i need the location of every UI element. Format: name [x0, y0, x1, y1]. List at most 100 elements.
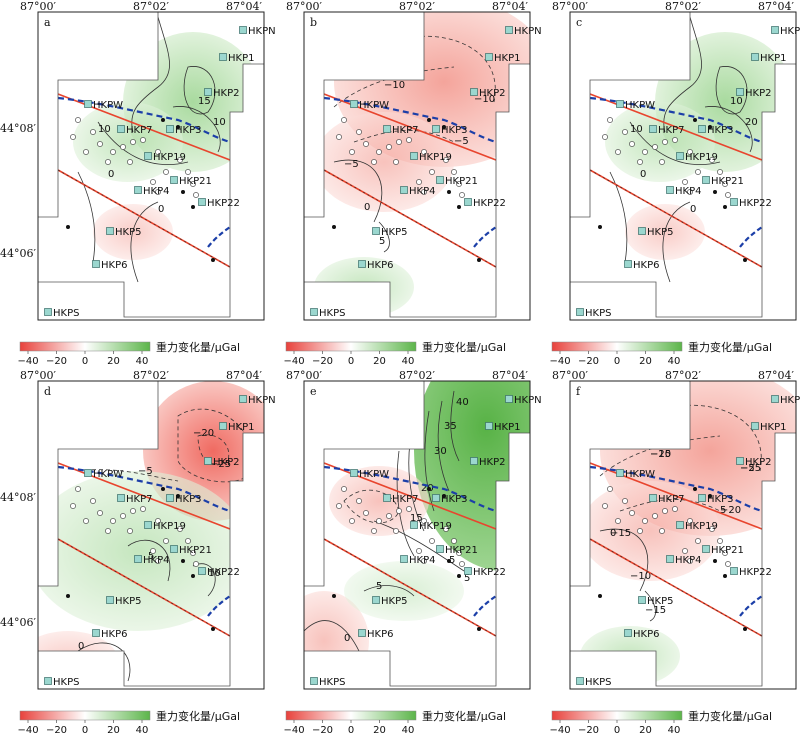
- station-marker: [576, 677, 584, 685]
- station-label: HKP1: [494, 422, 520, 433]
- benchmark-point: [708, 494, 712, 498]
- contour-label: −15: [610, 528, 631, 539]
- station-marker: [624, 260, 632, 268]
- station-hkp19: HKP19: [410, 152, 452, 163]
- benchmark-point: [332, 594, 336, 598]
- station-hkp3: HKP3: [432, 494, 467, 505]
- survey-point: [97, 141, 103, 147]
- survey-point: [717, 169, 723, 175]
- station-label: HKP19: [419, 521, 452, 532]
- survey-point: [163, 169, 169, 175]
- station-marker: [166, 125, 174, 133]
- contour-line: [599, 528, 649, 592]
- station-label: HKP3: [175, 125, 201, 136]
- lon-tick-label: 87°04′: [758, 0, 794, 13]
- colorbar-tick-label: −20: [578, 725, 599, 736]
- station-marker: [106, 227, 114, 235]
- benchmark-point: [693, 118, 697, 122]
- contour-label: 30: [434, 446, 447, 457]
- station-hkp1: HKP1: [751, 422, 786, 433]
- contour-line: [77, 642, 131, 682]
- fault-line: [323, 538, 497, 637]
- station-marker: [616, 100, 624, 108]
- station-hkp1: HKP1: [219, 422, 254, 433]
- benchmark-point: [743, 258, 747, 262]
- station-hkp21: HKP21: [436, 176, 478, 187]
- lat-tick-label: 44°08′: [0, 491, 36, 504]
- contour-label: 0: [108, 169, 114, 180]
- survey-point: [177, 526, 183, 532]
- station-hkp6: HKP6: [92, 629, 127, 640]
- station-label: HKPW: [93, 100, 123, 111]
- station-label: HKP2: [745, 457, 771, 468]
- survey-point: [376, 518, 382, 524]
- station-hkp4: HKP4: [134, 186, 169, 197]
- benchmark-point: [598, 225, 602, 229]
- survey-point: [193, 192, 199, 198]
- station-marker: [676, 152, 684, 160]
- survey-point: [90, 129, 96, 135]
- station-marker: [702, 176, 710, 184]
- benchmark-point: [457, 205, 461, 209]
- station-marker: [649, 494, 657, 502]
- station-marker: [106, 596, 114, 604]
- survey-point: [120, 144, 126, 150]
- station-label: HKP7: [392, 125, 418, 136]
- station-hkp5: HKP5: [372, 596, 407, 607]
- station-label: HKPS: [53, 677, 79, 688]
- lon-tick-label: 87°04′: [758, 369, 794, 382]
- survey-point: [393, 159, 399, 165]
- survey-point: [622, 498, 628, 504]
- contour-label: 0: [344, 633, 350, 644]
- benchmark-point: [598, 594, 602, 598]
- contour-label: −25: [210, 459, 231, 470]
- colorbar-tick-label: 20: [639, 725, 652, 736]
- anomaly-high: [605, 102, 715, 182]
- station-hkp3: HKP3: [698, 494, 733, 505]
- survey-point: [376, 149, 382, 155]
- station-label: HKPS: [319, 308, 345, 319]
- station-marker: [44, 308, 52, 316]
- station-hkp5: HKP5: [372, 227, 407, 238]
- colorbar-title: 重力变化量/μGal: [688, 340, 772, 354]
- contour-label: −5: [740, 463, 755, 474]
- survey-point: [642, 518, 648, 524]
- benchmark-point: [211, 627, 215, 631]
- survey-point: [386, 144, 392, 150]
- station-label: HKP21: [711, 176, 744, 187]
- colorbar-tick-label: −20: [46, 725, 67, 736]
- colorbar-tick-label: 0: [348, 356, 354, 367]
- survey-point: [629, 141, 635, 147]
- benchmark-point: [191, 574, 195, 578]
- lon-tick-label: 87°02′: [399, 0, 435, 13]
- station-hkpn: HKPN: [505, 26, 542, 37]
- contour-line: [715, 66, 748, 115]
- station-marker: [436, 176, 444, 184]
- contour-label: 5: [376, 581, 382, 592]
- contour-label: −10: [474, 94, 495, 105]
- survey-point: [97, 510, 103, 516]
- station-hkps: HKPS: [44, 677, 79, 688]
- station-label: HKP19: [153, 521, 186, 532]
- lon-tick-label: 87°02′: [665, 0, 701, 13]
- contour-label: 20: [745, 117, 758, 128]
- panel-frame: [37, 380, 265, 690]
- colorbar-tick-label: 0: [348, 725, 354, 736]
- station-label: HKP5: [115, 227, 141, 238]
- station-hkpw: HKPW: [84, 100, 123, 111]
- station-hkp2: HKP2: [470, 457, 505, 468]
- station-marker: [736, 88, 744, 96]
- station-marker: [44, 677, 52, 685]
- survey-point: [687, 189, 693, 195]
- survey-point: [371, 528, 377, 534]
- survey-point: [90, 498, 96, 504]
- contour-label: −5: [344, 159, 359, 170]
- survey-point: [110, 518, 116, 524]
- anomaly-high: [414, 381, 530, 571]
- survey-point: [662, 508, 668, 514]
- station-label: HKPS: [585, 308, 611, 319]
- benchmark-point: [477, 258, 481, 262]
- station-hkpw: HKPW: [616, 469, 655, 480]
- colorbar-tick-label: −40: [17, 725, 38, 736]
- colorbar-tick-label: −40: [549, 725, 570, 736]
